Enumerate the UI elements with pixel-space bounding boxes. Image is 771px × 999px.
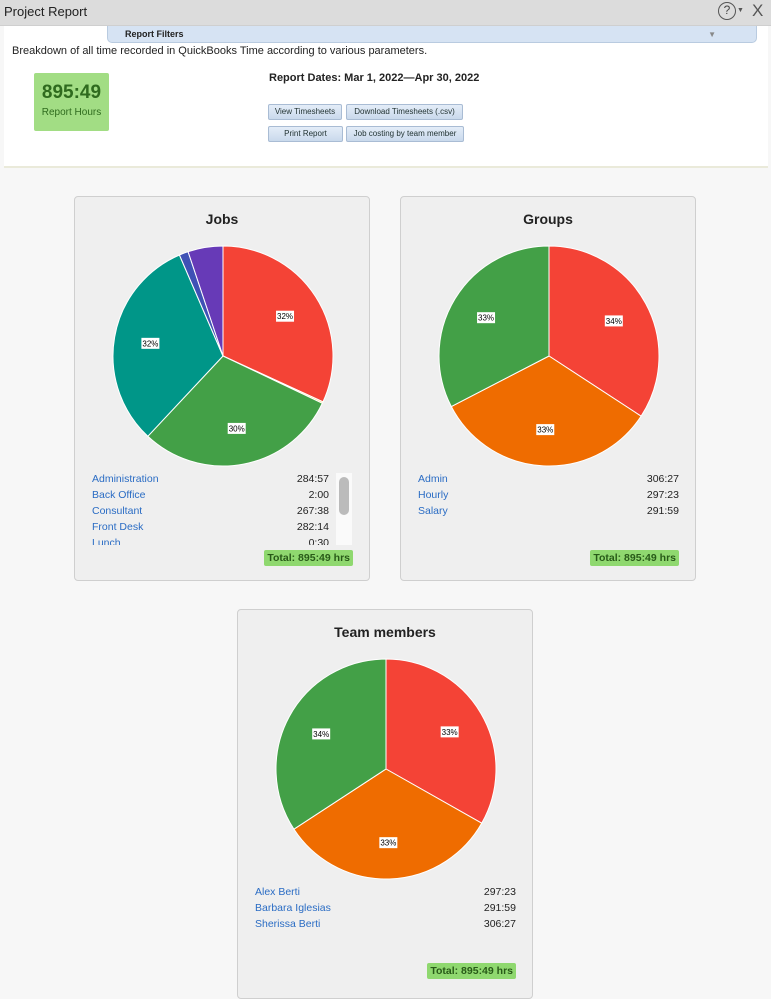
legend-item-link[interactable]: Sherissa Berti (255, 918, 321, 930)
legend-row: Alex Berti 297:23 (255, 886, 516, 900)
legend-item-link[interactable]: Lunch (92, 537, 121, 545)
pie-slice[interactable] (222, 245, 334, 403)
pie-chart: 33% 33% 34% (275, 658, 497, 880)
help-dropdown-icon[interactable]: ▼ (737, 7, 744, 14)
pie-slice[interactable] (293, 768, 483, 880)
slice-percent-text: 33% (478, 314, 494, 323)
report-hours-badge: 895:49 Report Hours (34, 73, 109, 131)
pie-chart: 34% 33% 33% (438, 245, 660, 467)
legend-item-link[interactable]: Administration (92, 473, 159, 485)
title-bar: Project Report ? ▼ X (0, 0, 771, 26)
slice-percent-text: 32% (142, 339, 158, 348)
legend-item-link[interactable]: Consultant (92, 505, 143, 517)
help-icon[interactable]: ? (718, 2, 736, 20)
slice-percent-label: 32% (276, 310, 295, 322)
slice-percent-text: 33% (537, 426, 553, 435)
report-description: Breakdown of all time recorded in QuickB… (12, 45, 428, 57)
legend-item-hours: 297:23 (646, 489, 679, 501)
team-members-title: Team members (334, 624, 436, 640)
report-filters-label: Report Filters (125, 29, 184, 39)
report-header: Report Filters ▼ Breakdown of all time re… (4, 26, 768, 168)
legend-item-hours: 2:00 (308, 489, 329, 501)
legend-item-hours: 306:27 (483, 918, 516, 930)
legend-row: Front Desk 282:14 (92, 521, 329, 535)
legend-row: Lunch 0:30 (92, 537, 329, 545)
report-dates: Report Dates: Mar 1, 2022—Apr 30, 2022 (269, 72, 480, 84)
download-timesheets-button[interactable]: Download Timesheets (.csv) (346, 104, 463, 120)
legend-row: Salary 291:59 (418, 505, 679, 519)
legend-item-link[interactable]: Front Desk (92, 521, 144, 533)
pie-chart: 32% 30% 32% (112, 245, 334, 467)
legend-item-link[interactable]: Salary (418, 505, 448, 517)
jobs-title: Jobs (205, 211, 239, 227)
legend-row: Administration 284:57 (92, 473, 329, 487)
legend-row: Barbara Iglesias 291:59 (255, 902, 516, 916)
legend-item-link[interactable]: Barbara Iglesias (255, 902, 331, 914)
legend-item-link[interactable]: Back Office (92, 489, 146, 501)
view-timesheets-button[interactable]: View Timesheets (268, 104, 342, 120)
legend-row: Sherissa Berti 306:27 (255, 918, 516, 932)
legend-item-hours: 291:59 (483, 902, 516, 914)
slice-percent-label: 30% (227, 422, 246, 434)
pie-slice[interactable] (450, 355, 642, 467)
legend-row: Hourly 297:23 (418, 489, 679, 503)
legend-item-hours: 291:59 (646, 505, 679, 517)
legend-item-hours: 0:30 (308, 537, 329, 545)
scrollbar-thumb[interactable] (339, 477, 349, 515)
legend-item-hours: 306:27 (646, 473, 679, 485)
team-members-card: Team members Total: 895:49 hrs 33% 33% 34%… (237, 609, 533, 999)
legend-item-hours: 297:23 (483, 886, 516, 898)
legend-item-link[interactable]: Alex Berti (255, 886, 300, 898)
pie-slice[interactable] (187, 245, 224, 357)
team-members-total: Total: 895:49 hrs (427, 963, 516, 979)
legend-item-hours: 284:57 (296, 473, 329, 485)
jobs-total: Total: 895:49 hrs (264, 550, 353, 566)
legend-row: Back Office 2:00 (92, 489, 329, 503)
slice-percent-text: 32% (277, 312, 293, 321)
report-hours-value: 895:49 (41, 82, 102, 103)
slice-percent-text: 33% (442, 728, 458, 737)
groups-title: Groups (523, 211, 573, 227)
jobs-list: Administration 284:57 Back Office 2:00 Consu… (92, 473, 336, 545)
slice-percent-label: 33% (477, 312, 496, 324)
report-hours-label: Report Hours (41, 107, 102, 118)
pie-slice[interactable] (385, 658, 497, 824)
slice-percent-text: 33% (380, 839, 396, 848)
legend-row: Admin 306:27 (418, 473, 679, 487)
report-filters-toggle[interactable]: Report Filters ▼ (107, 26, 757, 43)
pie-slice[interactable] (438, 245, 550, 408)
legend-item-hours: 267:38 (296, 505, 329, 517)
legend-item-link[interactable]: Admin (418, 473, 448, 485)
close-icon[interactable]: X (752, 1, 764, 20)
pie-slice[interactable] (275, 658, 387, 830)
window-title: Project Report (4, 4, 88, 19)
slice-percent-label: 33% (440, 726, 459, 738)
pie-slice[interactable] (112, 254, 224, 438)
jobs-list-scrollbar[interactable] (336, 473, 352, 545)
print-report-button[interactable]: Print Report (268, 126, 343, 142)
slice-percent-text: 34% (313, 730, 329, 739)
legend-row: Consultant 267:38 (92, 505, 329, 519)
slice-percent-label: 33% (379, 837, 398, 849)
slice-percent-label: 34% (604, 315, 623, 327)
slice-percent-text: 34% (606, 317, 622, 326)
groups-card: Groups Total: 895:49 hrs 34% 33% 33% Admin 3… (400, 196, 696, 581)
slice-percent-label: 34% (312, 728, 331, 740)
legend-item-link[interactable]: Hourly (418, 489, 449, 501)
job-costing-button[interactable]: Job costing by team member (346, 126, 464, 142)
groups-total: Total: 895:49 hrs (590, 550, 679, 566)
chevron-down-icon: ▼ (708, 30, 716, 39)
pie-slice[interactable] (147, 355, 323, 467)
legend-item-hours: 282:14 (296, 521, 329, 533)
jobs-card: Jobs Administration 284:57 Back Office 2:00… (74, 196, 370, 581)
slice-percent-text: 30% (229, 424, 245, 433)
slice-percent-label: 33% (536, 424, 555, 436)
slice-percent-label: 32% (141, 337, 160, 349)
